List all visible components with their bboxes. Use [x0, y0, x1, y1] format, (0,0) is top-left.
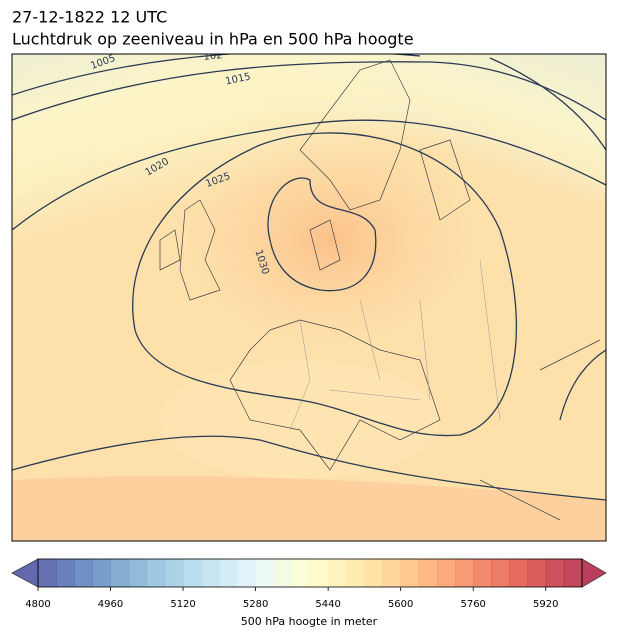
color-bin [328, 559, 347, 587]
color-bin [183, 559, 202, 587]
color-bin [38, 559, 57, 587]
contour-label: 102 [203, 50, 223, 63]
color-bin [255, 559, 275, 587]
color-bin [291, 559, 311, 587]
extend-low [11, 558, 39, 588]
color-bin [56, 559, 75, 587]
color-bin [545, 559, 565, 587]
color-bin [164, 559, 184, 587]
tick-label: 5280 [243, 599, 268, 610]
color-bin [491, 559, 510, 587]
color-bin [237, 559, 257, 587]
color-bin [364, 559, 384, 587]
tick-label: 4800 [25, 599, 50, 610]
color-bin [346, 559, 365, 587]
tick-label: 5120 [170, 599, 195, 610]
title: Luchtdruk op zeeniveau in hPa en 500 hPa… [12, 30, 414, 49]
color-bin [473, 559, 492, 587]
color-bin [418, 559, 438, 587]
color-bin [201, 559, 220, 587]
color-bin [436, 559, 456, 587]
color-bin [400, 559, 420, 587]
color-bin [509, 559, 529, 587]
color-bin [382, 559, 402, 587]
date: 27-12-1822 12 UTC [12, 8, 167, 27]
color-bin [273, 559, 293, 587]
color-bin [110, 559, 130, 587]
tick-label: 5440 [315, 599, 340, 610]
colorbar: 4800 4960 5120 5280 5440 5600 5760 5920 500 hPa … [11, 558, 607, 628]
map-frame [11, 53, 607, 542]
colorbar-label: 500 hPa hoogte in meter [241, 615, 378, 628]
colorbar-frame [37, 558, 583, 588]
tick-label: 5600 [388, 599, 413, 610]
color-bin [219, 559, 238, 587]
color-bin [92, 559, 112, 587]
tick-label: 5920 [533, 599, 558, 610]
color-bin [74, 559, 93, 587]
tick-label: 5760 [460, 599, 485, 610]
color-bin [455, 559, 474, 587]
color-bin [527, 559, 547, 587]
tick-label: 4960 [98, 599, 123, 610]
color-bin [146, 559, 166, 587]
color-bin [310, 559, 329, 587]
extend-high [581, 558, 607, 588]
color-bin [563, 559, 583, 587]
color-bin [128, 559, 148, 587]
contour-label: 1015 [225, 71, 252, 87]
